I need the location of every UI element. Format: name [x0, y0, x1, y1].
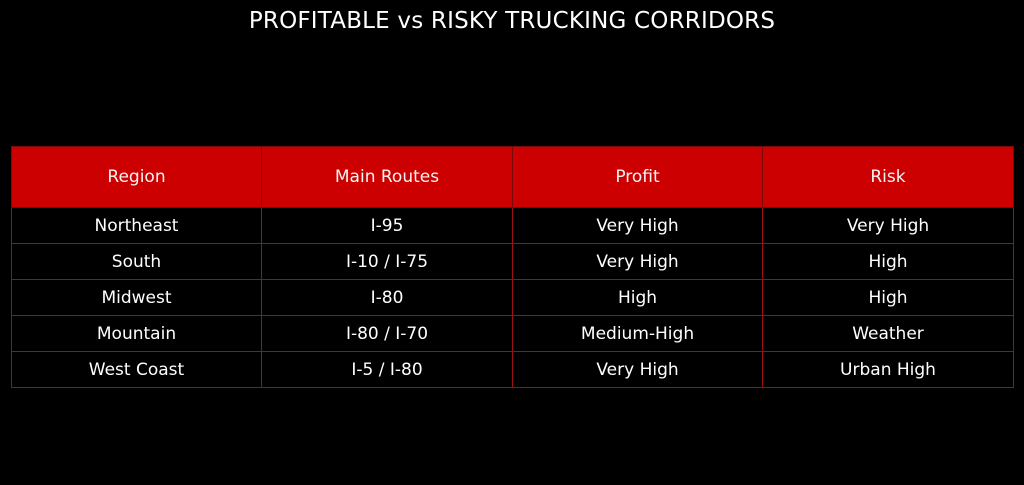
table-row: South I-10 / I-75 Very High High [11, 243, 1014, 280]
cell-region: Mountain [11, 315, 262, 352]
column-header-main-routes: Main Routes [261, 146, 513, 208]
cell-main-routes: I-80 / I-70 [261, 315, 513, 352]
cell-profit: Medium-High [512, 315, 763, 352]
cell-profit: Very High [512, 351, 763, 388]
table-row: Mountain I-80 / I-70 Medium-High Weather [11, 315, 1014, 352]
cell-main-routes: I-80 [261, 279, 513, 316]
cell-main-routes: I-10 / I-75 [261, 243, 513, 280]
column-header-risk: Risk [762, 146, 1014, 208]
cell-main-routes: I-5 / I-80 [261, 351, 513, 388]
corridor-table: Region Main Routes Profit Risk Northeast… [11, 146, 1014, 388]
table-row: Midwest I-80 High High [11, 279, 1014, 316]
cell-region: West Coast [11, 351, 262, 388]
cell-profit: Very High [512, 207, 763, 244]
cell-region: Northeast [11, 207, 262, 244]
corridor-table-container: Region Main Routes Profit Risk Northeast… [11, 146, 1014, 388]
cell-region: South [11, 243, 262, 280]
table-row: Northeast I-95 Very High Very High [11, 207, 1014, 244]
header-row: Region Main Routes Profit Risk [11, 146, 1014, 208]
cell-region: Midwest [11, 279, 262, 316]
cell-risk: Very High [762, 207, 1014, 244]
cell-profit: Very High [512, 243, 763, 280]
chart-title: PROFITABLE vs RISKY TRUCKING CORRIDORS [248, 8, 776, 34]
column-header-region: Region [11, 146, 262, 208]
cell-profit: High [512, 279, 763, 316]
cell-risk: High [762, 243, 1014, 280]
cell-risk: High [762, 279, 1014, 316]
cell-risk: Weather [762, 315, 1014, 352]
table-row: West Coast I-5 / I-80 Very High Urban Hi… [11, 351, 1014, 388]
cell-main-routes: I-95 [261, 207, 513, 244]
cell-risk: Urban High [762, 351, 1014, 388]
column-header-profit: Profit [512, 146, 763, 208]
